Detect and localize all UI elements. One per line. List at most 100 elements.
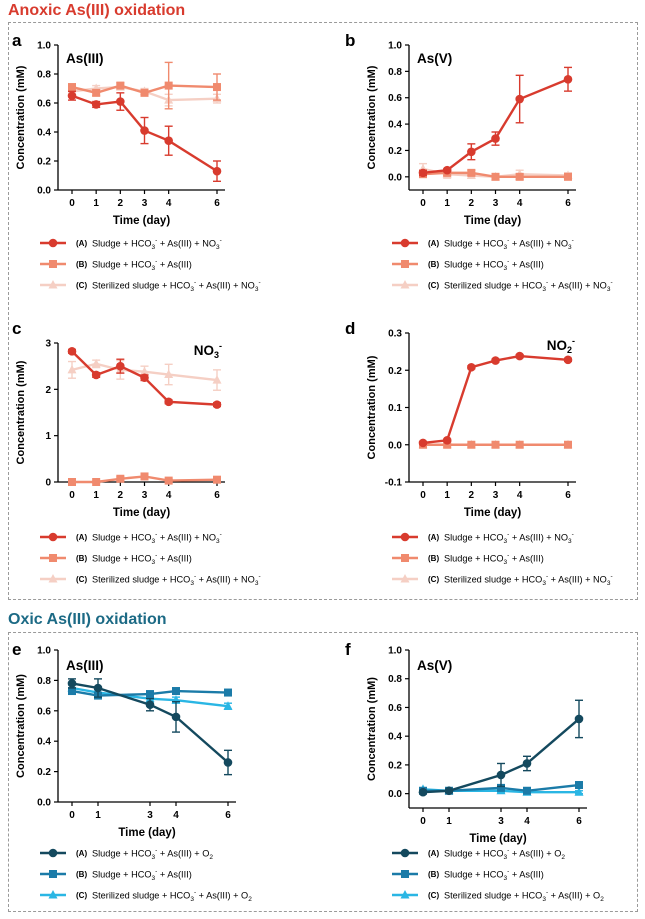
y-tick-label: 0.8 bbox=[37, 676, 51, 687]
legend-tag: (B) bbox=[428, 260, 439, 269]
y-tick-label: 1.0 bbox=[388, 646, 402, 657]
legend-label: Sludge + HCO3- + As(III) + O2 bbox=[444, 847, 565, 861]
legend-tag: (C) bbox=[76, 891, 87, 900]
y-tick-label: 0.2 bbox=[388, 366, 402, 377]
data-point bbox=[164, 369, 174, 379]
x-axis-label: Time (day) bbox=[113, 507, 170, 519]
y-tick-label: 0.2 bbox=[37, 157, 51, 168]
y-axis-label: Concentration (mM) bbox=[366, 65, 378, 169]
panel-species-label: As(V) bbox=[417, 51, 452, 66]
legend-tag: (C) bbox=[428, 575, 439, 584]
x-tick-label: 3 bbox=[493, 198, 499, 209]
data-point bbox=[522, 759, 532, 768]
data-point bbox=[93, 683, 103, 693]
x-tick-label: 0 bbox=[420, 816, 426, 827]
legend-marker bbox=[49, 260, 57, 268]
legend-label: Sludge + HCO3- + As(III) bbox=[444, 258, 544, 272]
legend: (A) Sludge + HCO3- + As(III) + NO3- (B) Slu… bbox=[40, 531, 261, 587]
data-point bbox=[564, 172, 572, 181]
x-tick-label: 3 bbox=[142, 198, 148, 209]
data-point bbox=[91, 370, 101, 380]
data-point bbox=[564, 440, 572, 449]
data-point bbox=[496, 770, 506, 780]
x-tick-label: 0 bbox=[69, 198, 75, 209]
series-2 bbox=[419, 168, 572, 181]
data-point bbox=[467, 147, 476, 157]
legend-marker bbox=[48, 280, 58, 289]
legend-tag: (B) bbox=[428, 870, 439, 879]
data-point bbox=[172, 687, 180, 696]
panel-species-label: As(III) bbox=[66, 51, 104, 66]
panel-species-label: As(III) bbox=[66, 658, 104, 673]
x-tick-label: 2 bbox=[118, 198, 124, 209]
panel-species-label: NO2- bbox=[547, 336, 575, 355]
legend-label: Sterilized sludge + HCO3- + As(III) + O2 bbox=[92, 889, 252, 903]
data-point bbox=[116, 97, 125, 106]
data-point bbox=[491, 440, 500, 449]
x-tick-label: 4 bbox=[173, 810, 179, 821]
data-point bbox=[224, 688, 232, 697]
data-point bbox=[515, 94, 524, 104]
series-1 bbox=[67, 678, 233, 776]
legend-marker bbox=[401, 260, 409, 268]
legend-marker bbox=[400, 238, 410, 248]
series-2 bbox=[68, 472, 221, 486]
data-point bbox=[116, 474, 125, 483]
data-point bbox=[223, 701, 233, 710]
legend-tag: (A) bbox=[428, 239, 439, 248]
data-point bbox=[67, 364, 77, 374]
legend-tag: (C) bbox=[428, 891, 439, 900]
legend-tag: (B) bbox=[76, 554, 87, 563]
legend-label: Sludge + HCO3- + As(III) + O2 bbox=[92, 847, 213, 861]
legend-marker bbox=[48, 574, 58, 583]
data-point bbox=[442, 435, 452, 445]
data-point bbox=[563, 74, 573, 84]
data-point bbox=[515, 351, 524, 361]
y-tick-label: -0.1 bbox=[385, 478, 403, 489]
legend-marker bbox=[48, 532, 58, 542]
x-tick-label: 1 bbox=[93, 198, 99, 209]
x-tick-label: 0 bbox=[69, 810, 75, 821]
data-point bbox=[223, 758, 233, 767]
y-tick-label: 2 bbox=[45, 385, 51, 396]
y-tick-label: 0.0 bbox=[388, 789, 402, 800]
data-point bbox=[146, 690, 154, 699]
legend-tag: (A) bbox=[428, 533, 439, 542]
y-tick-label: 0.8 bbox=[388, 67, 402, 78]
x-tick-label: 3 bbox=[493, 490, 499, 501]
legend-tag: (C) bbox=[76, 281, 87, 290]
x-tick-label: 6 bbox=[565, 198, 571, 209]
legend-marker bbox=[48, 890, 58, 899]
series-1 bbox=[67, 347, 222, 409]
y-axis-label: Concentration (mM) bbox=[366, 355, 378, 459]
data-point bbox=[140, 373, 149, 383]
data-point bbox=[145, 700, 155, 710]
legend-tag: (A) bbox=[76, 533, 87, 542]
legend-tag: (A) bbox=[428, 849, 439, 858]
y-tick-label: 0.2 bbox=[388, 760, 402, 771]
x-tick-label: 1 bbox=[95, 810, 101, 821]
y-tick-label: 0.6 bbox=[388, 703, 402, 714]
data-point bbox=[491, 134, 500, 143]
legend-marker bbox=[401, 870, 409, 878]
x-tick-label: 6 bbox=[565, 490, 571, 501]
legend-tag: (B) bbox=[76, 870, 87, 879]
legend: (A) Sludge + HCO3- + As(III) + NO3- (B) Slu… bbox=[40, 237, 261, 293]
chart-d: d -0.1 0.0 0.1 0.2 0.3 0 1 2 3 4 6 Time (day) Concent… bbox=[345, 319, 613, 587]
legend-marker bbox=[49, 870, 57, 878]
y-tick-label: 0.0 bbox=[388, 440, 402, 451]
y-tick-label: 0.4 bbox=[37, 737, 51, 748]
y-tick-label: 0.6 bbox=[37, 706, 51, 717]
legend-marker bbox=[49, 554, 57, 562]
legend-tag: (B) bbox=[76, 260, 87, 269]
data-point bbox=[418, 438, 428, 448]
data-point bbox=[491, 356, 500, 365]
data-point bbox=[92, 88, 101, 97]
legend-marker bbox=[400, 848, 410, 858]
chart-a: a 0.0 0.2 0.4 0.6 0.8 1.0 0 1 2 3 4 6 Time (day) Conce… bbox=[12, 31, 261, 293]
panel-letter-c: c bbox=[12, 319, 21, 338]
panel-letter-d: d bbox=[345, 319, 355, 338]
panel-species-label: As(V) bbox=[417, 658, 452, 673]
y-tick-label: 1.0 bbox=[388, 41, 402, 52]
data-point bbox=[213, 83, 221, 92]
